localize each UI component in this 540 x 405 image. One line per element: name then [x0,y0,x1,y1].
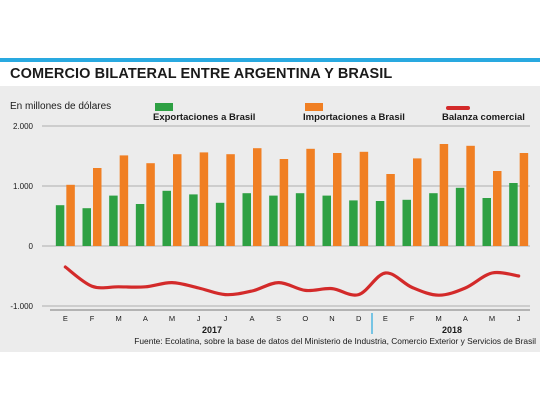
bar-imports [466,145,475,246]
bar-exports [82,208,91,246]
x-tick-label: F [90,314,95,323]
x-tick-label: M [436,314,442,323]
bar-imports [146,163,155,246]
x-tick-label: O [302,314,308,323]
bar-exports [135,204,145,246]
chart-title: COMERCIO BILATERAL ENTRE ARGENTINA Y BRA… [10,66,393,82]
y-tick-label: -1.000 [10,302,33,311]
legend-label-exports: Exportaciones a Brasil [153,112,256,123]
y-tick-label: 1.000 [13,182,34,191]
bar-imports [173,154,182,246]
bar-imports [226,154,235,246]
x-tick-label: D [356,314,362,323]
bar-imports [199,152,209,246]
x-tick-label: F [410,314,415,323]
legend-swatch-imports [305,103,323,111]
bar-exports [375,201,385,246]
bar-exports [55,205,65,246]
bar-exports [162,190,171,246]
bar-exports [455,187,465,246]
year-label: 2017 [202,325,222,335]
bar-exports [269,195,278,246]
x-tick-label: J [223,314,227,323]
bar-imports [279,159,289,246]
bar-exports [429,193,438,246]
bar-imports [333,153,342,246]
x-tick-label: E [63,314,68,323]
balance-line [63,265,521,297]
year-label: 2018 [442,325,462,335]
x-tick-label: E [383,314,388,323]
bar-exports [349,200,358,246]
y-tick-label: 2.000 [13,122,34,131]
bar-exports [189,194,198,246]
bar-exports [242,193,251,246]
legend-swatch-exports [155,103,173,111]
x-tick-label: A [249,314,254,323]
legend-label-balance: Balanza comercial [442,112,525,123]
x-tick-label: A [143,314,148,323]
bar-exports [509,183,518,246]
bar-imports [519,153,529,246]
bar-exports [482,198,491,246]
bar-imports [306,148,315,246]
bar-imports [413,158,422,246]
chart-subtitle: En millones de dólares [10,101,112,112]
legend-label-imports: Importaciones a Brasil [303,112,405,123]
x-tick-label: M [489,314,495,323]
y-tick-label: 0 [29,242,34,251]
bar-imports [439,144,449,246]
x-tick-label: M [116,314,122,323]
bar-exports [109,195,118,246]
bar-imports [386,174,395,246]
source-note: Fuente: Ecolatina, sobre la base de dato… [134,336,536,346]
accent-bar [0,58,540,62]
bar-imports [253,148,262,246]
x-tick-label: N [329,314,334,323]
x-tick-label: S [276,314,281,323]
x-tick-label: M [169,314,175,323]
x-tick-label: J [197,314,201,323]
legend-swatch-balance [446,106,470,110]
bar-imports [119,155,129,246]
bar-imports [66,184,75,246]
x-tick-label: A [463,314,468,323]
bar-exports [215,202,225,246]
bar-imports [493,171,502,246]
x-tick-label: J [517,314,521,323]
bar-imports [93,168,102,246]
bar-imports [359,151,369,246]
bar-exports [322,195,331,246]
bar-exports [295,193,305,246]
bar-exports [402,199,411,246]
